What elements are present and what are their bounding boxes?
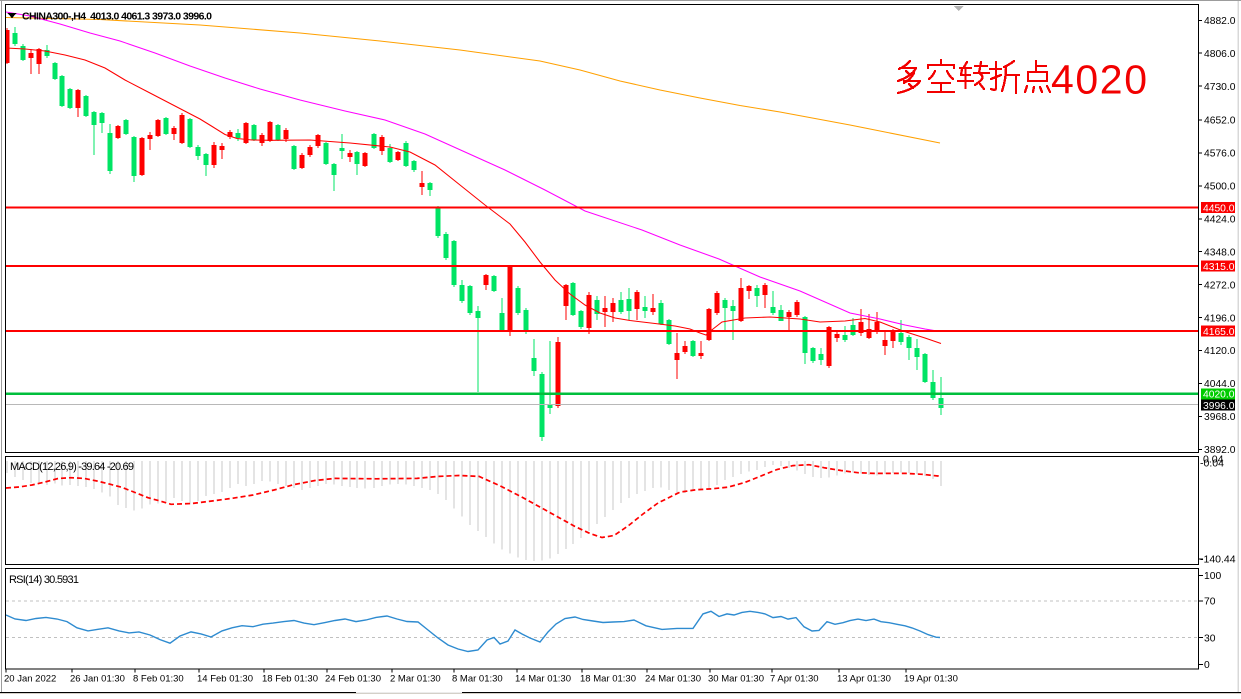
svg-text:-140.44: -140.44 — [1200, 554, 1236, 566]
svg-text:4730.0: 4730.0 — [1204, 82, 1236, 93]
svg-text:100: 100 — [1204, 571, 1221, 582]
svg-text:4120.0: 4120.0 — [1204, 346, 1236, 357]
svg-text:24 Feb 01:30: 24 Feb 01:30 — [325, 674, 381, 685]
svg-text:30: 30 — [1204, 633, 1216, 644]
svg-text:20 Jan 2022: 20 Jan 2022 — [4, 674, 56, 685]
svg-text:26 Jan 01:30: 26 Jan 01:30 — [70, 674, 125, 685]
svg-text:3996.0: 3996.0 — [1203, 401, 1235, 412]
svg-text:8 Feb 01:30: 8 Feb 01:30 — [133, 674, 184, 685]
svg-text:MACD(12,26,9) -39.64 -20.69: MACD(12,26,9) -39.64 -20.69 — [10, 461, 134, 473]
svg-text:4882.0: 4882.0 — [1204, 16, 1236, 27]
svg-text:3892.0: 3892.0 — [1204, 445, 1236, 456]
svg-text:70: 70 — [1204, 597, 1216, 608]
svg-text:4450.0: 4450.0 — [1203, 203, 1235, 214]
svg-text:24 Mar 01:30: 24 Mar 01:30 — [645, 674, 701, 685]
svg-text:4424.0: 4424.0 — [1204, 215, 1236, 226]
svg-text:RSI(14) 30.5931: RSI(14) 30.5931 — [9, 574, 79, 586]
svg-text:8 Mar 01:30: 8 Mar 01:30 — [452, 674, 503, 685]
svg-text:-0.04: -0.04 — [1200, 458, 1224, 470]
svg-text:19 Apr 01:30: 19 Apr 01:30 — [904, 674, 958, 685]
svg-text:7 Apr 01:30: 7 Apr 01:30 — [770, 674, 819, 685]
svg-text:30 Mar 01:30: 30 Mar 01:30 — [708, 674, 764, 685]
svg-text:13 Apr 01:30: 13 Apr 01:30 — [837, 674, 891, 685]
svg-text:4020: 4020 — [1051, 57, 1147, 103]
svg-text:4165.0: 4165.0 — [1203, 327, 1235, 338]
svg-text:4652.0: 4652.0 — [1204, 116, 1236, 127]
svg-text:4272.0: 4272.0 — [1204, 280, 1236, 291]
svg-text:14 Mar 01:30: 14 Mar 01:30 — [515, 674, 571, 685]
svg-text:2 Mar 01:30: 2 Mar 01:30 — [390, 674, 441, 685]
svg-text:4020.0: 4020.0 — [1203, 390, 1235, 401]
svg-text:0.04: 0.04 — [1203, 454, 1224, 466]
svg-text:4806.0: 4806.0 — [1204, 49, 1236, 60]
svg-text:18 Mar 01:30: 18 Mar 01:30 — [580, 674, 636, 685]
svg-text:3968.0: 3968.0 — [1204, 412, 1236, 423]
svg-text:4315.0: 4315.0 — [1203, 262, 1235, 273]
svg-text:CHINA300-,H4 4013.0 4061.3 39: CHINA300-,H4 4013.0 4061.3 3973.0 3996.0 — [22, 11, 212, 23]
svg-text:18 Feb 01:30: 18 Feb 01:30 — [262, 674, 318, 685]
svg-text:4044.0: 4044.0 — [1204, 379, 1236, 390]
svg-text:14 Feb 01:30: 14 Feb 01:30 — [197, 674, 253, 685]
svg-text:4196.0: 4196.0 — [1204, 313, 1236, 324]
svg-text:4348.0: 4348.0 — [1204, 247, 1236, 258]
svg-text:4500.0: 4500.0 — [1204, 182, 1236, 193]
svg-text:4576.0: 4576.0 — [1204, 149, 1236, 160]
svg-text:0: 0 — [1204, 660, 1210, 671]
